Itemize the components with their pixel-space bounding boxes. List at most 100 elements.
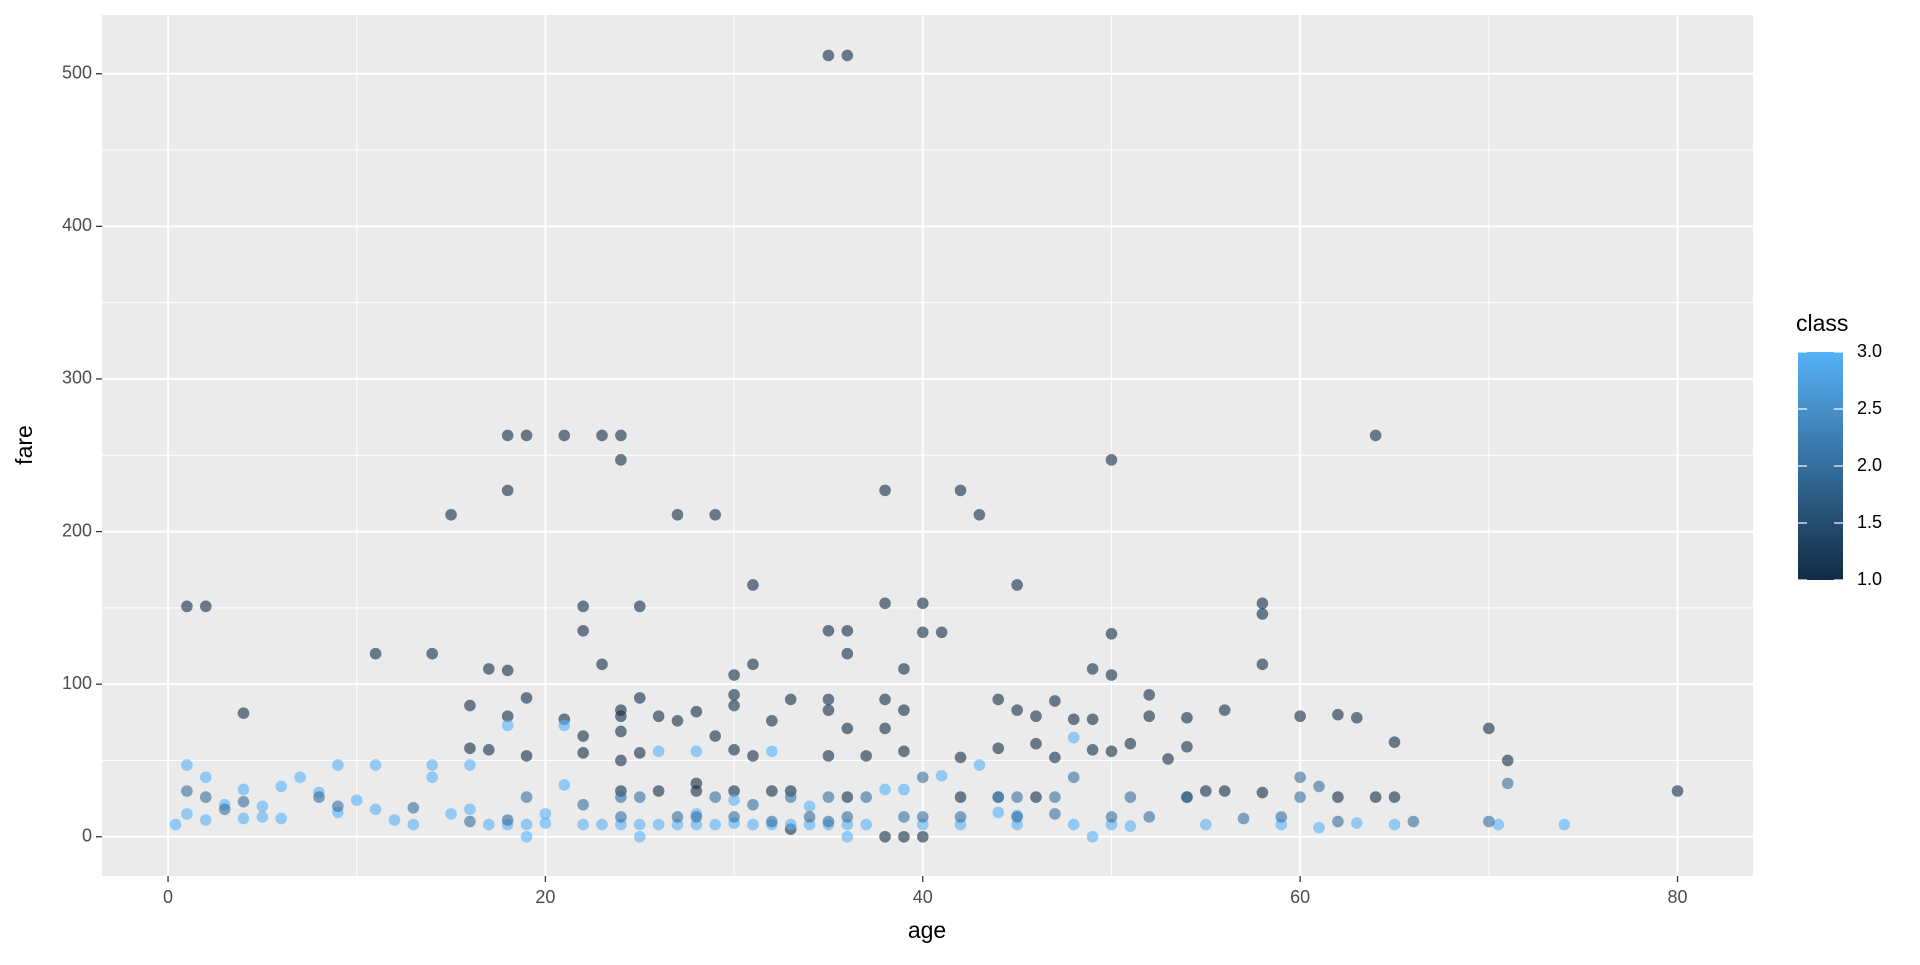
colorbar-label: 1.0 [1857, 569, 1882, 589]
point [879, 484, 891, 497]
point [369, 647, 382, 660]
point [1105, 454, 1118, 466]
point [1237, 812, 1250, 825]
point [784, 818, 797, 831]
panel [102, 15, 1753, 876]
point [992, 693, 1005, 706]
point [520, 791, 533, 803]
point [690, 705, 703, 718]
point [1030, 710, 1042, 723]
point [1483, 722, 1495, 735]
point [501, 429, 514, 442]
point [596, 818, 608, 831]
point [237, 812, 250, 825]
point [803, 800, 816, 813]
colorbar-label: 1.5 [1857, 512, 1882, 532]
point [615, 725, 627, 738]
point [464, 815, 476, 828]
point [747, 750, 759, 762]
point [728, 743, 740, 756]
point [1162, 753, 1174, 765]
point [1124, 820, 1137, 832]
point [1332, 815, 1344, 828]
point [539, 808, 552, 820]
point [1350, 711, 1363, 724]
point [1067, 731, 1080, 744]
point [690, 811, 703, 823]
point [1218, 785, 1231, 797]
point [841, 811, 854, 823]
point [822, 791, 835, 803]
point [350, 794, 363, 806]
point [671, 508, 684, 521]
point [577, 730, 589, 742]
point [577, 624, 589, 637]
point [199, 814, 212, 826]
y-tick-label: 500 [62, 63, 92, 83]
point [1388, 818, 1401, 831]
point [822, 693, 835, 706]
point [275, 812, 288, 825]
point [709, 730, 722, 742]
point [1501, 777, 1514, 790]
point [1671, 785, 1684, 797]
point [633, 791, 646, 803]
point [615, 454, 627, 466]
point [520, 750, 533, 762]
point [766, 785, 778, 797]
point [313, 791, 325, 803]
point [841, 830, 854, 843]
point [483, 663, 495, 675]
point [577, 818, 589, 831]
point [1369, 791, 1382, 803]
point [860, 818, 872, 831]
point [199, 791, 212, 803]
point [596, 429, 608, 442]
point [332, 800, 344, 813]
point [879, 693, 891, 706]
point [577, 747, 589, 759]
point [1492, 818, 1505, 831]
point [1181, 740, 1193, 753]
point [841, 791, 854, 803]
colorbar-label: 2.5 [1857, 398, 1882, 418]
point [822, 815, 835, 828]
point [898, 783, 910, 796]
point [426, 647, 439, 660]
colorbar-label: 3.0 [1857, 341, 1882, 361]
point [747, 818, 759, 831]
point [501, 664, 514, 677]
point [332, 759, 344, 771]
point [728, 785, 740, 797]
point [671, 715, 684, 727]
point [879, 830, 891, 843]
point [520, 830, 533, 843]
point [954, 811, 967, 823]
point [169, 818, 182, 831]
point [841, 624, 854, 637]
point [916, 597, 929, 610]
point [1256, 658, 1269, 671]
point [501, 814, 514, 826]
point [558, 779, 571, 791]
point [1011, 811, 1023, 823]
point [652, 710, 665, 723]
point [1181, 711, 1193, 724]
x-tick-label: 0 [163, 887, 173, 907]
point [1143, 811, 1156, 823]
point [464, 803, 476, 816]
point [501, 710, 514, 723]
point [916, 830, 929, 843]
point [539, 817, 552, 829]
point [747, 658, 759, 671]
point [181, 759, 193, 771]
point [1294, 791, 1306, 803]
point [633, 818, 646, 831]
point [973, 759, 986, 771]
point [1124, 737, 1137, 750]
point [1313, 780, 1325, 793]
point [822, 704, 835, 716]
point [237, 795, 250, 808]
point [181, 808, 193, 820]
y-tick-label: 0 [82, 826, 92, 846]
